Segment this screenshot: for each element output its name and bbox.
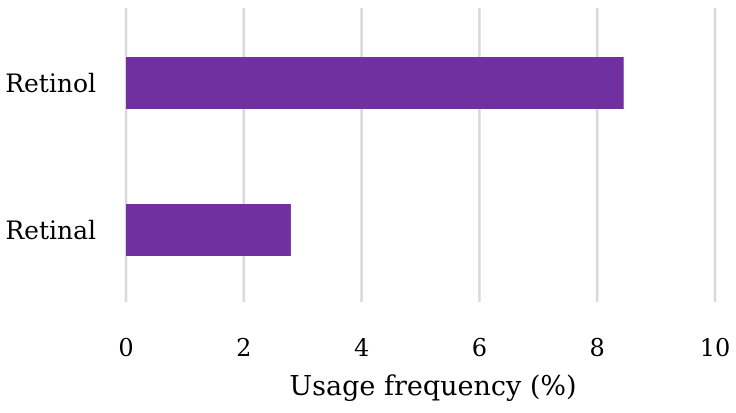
gridlines — [124, 8, 717, 302]
bar-retinal — [126, 204, 291, 256]
x-tick-label-6: 6 — [472, 334, 487, 362]
x-tick-labels: 0 2 4 6 8 10 — [118, 334, 730, 362]
category-label-retinol: Retinol — [5, 69, 96, 98]
bars — [126, 57, 624, 256]
category-label-retinal: Retinal — [5, 216, 96, 245]
x-tick-label-4: 4 — [354, 334, 369, 362]
bar-retinol — [126, 57, 624, 109]
x-tick-label-2: 2 — [236, 334, 251, 362]
x-axis-title: Usage frequency (%) — [289, 371, 576, 402]
x-tick-label-0: 0 — [118, 334, 133, 362]
category-labels: Retinol Retinal — [5, 69, 96, 245]
x-tick-label-8: 8 — [590, 334, 605, 362]
x-tick-label-10: 10 — [700, 334, 731, 362]
